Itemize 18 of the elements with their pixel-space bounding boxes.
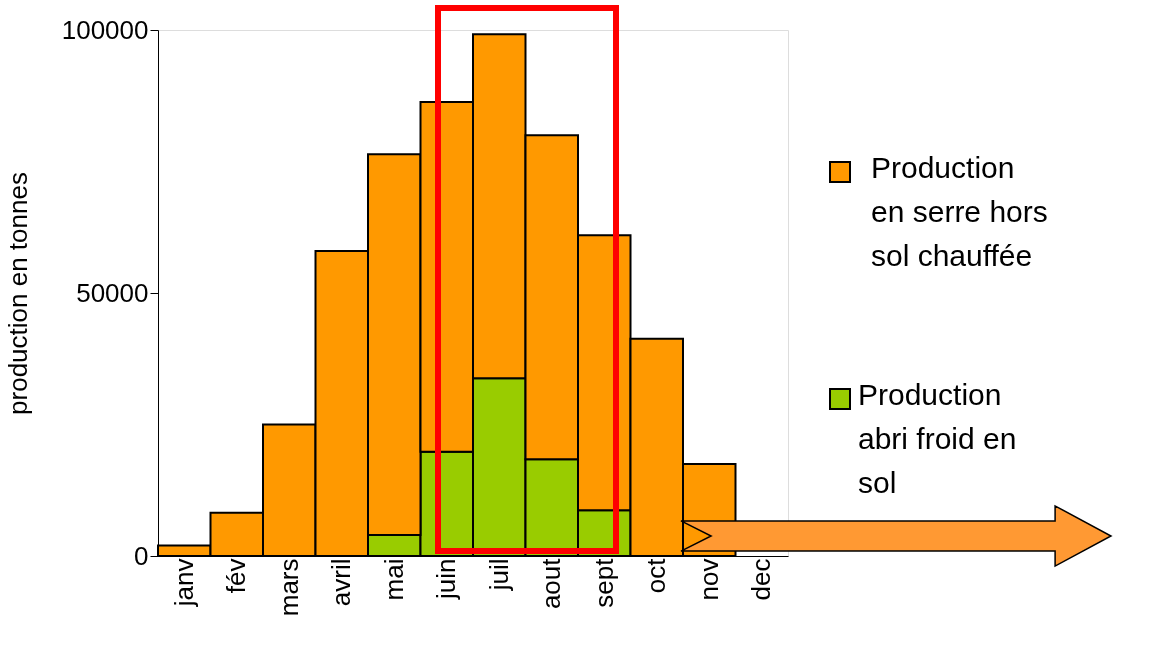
x-tick-label: nov — [693, 558, 724, 601]
x-tick-label: sept — [588, 557, 619, 608]
x-tick-label: juil — [483, 558, 514, 592]
x-tick-label: mars — [273, 558, 304, 617]
x-tick-label: mai — [378, 558, 409, 601]
x-tick-label: oct — [641, 557, 672, 594]
legend-label: Production en serre hors sol chauffée — [871, 151, 1048, 272]
y-tick-label: 0 — [134, 540, 149, 571]
y-axis-title: production en tonnes — [2, 172, 33, 415]
x-tick-label: avril — [326, 558, 357, 607]
y-tick-label: 100000 — [61, 14, 149, 45]
x-tick-label: aout — [536, 557, 567, 610]
legend-label: Production abri froid en sol — [858, 378, 1017, 499]
y-tick-label: 50000 — [76, 277, 149, 308]
x-tick-label: juin — [431, 558, 462, 600]
x-tick-label: dec — [746, 558, 777, 601]
x-tick-label: fév — [221, 558, 252, 594]
x-tick-label: janv — [168, 558, 199, 608]
